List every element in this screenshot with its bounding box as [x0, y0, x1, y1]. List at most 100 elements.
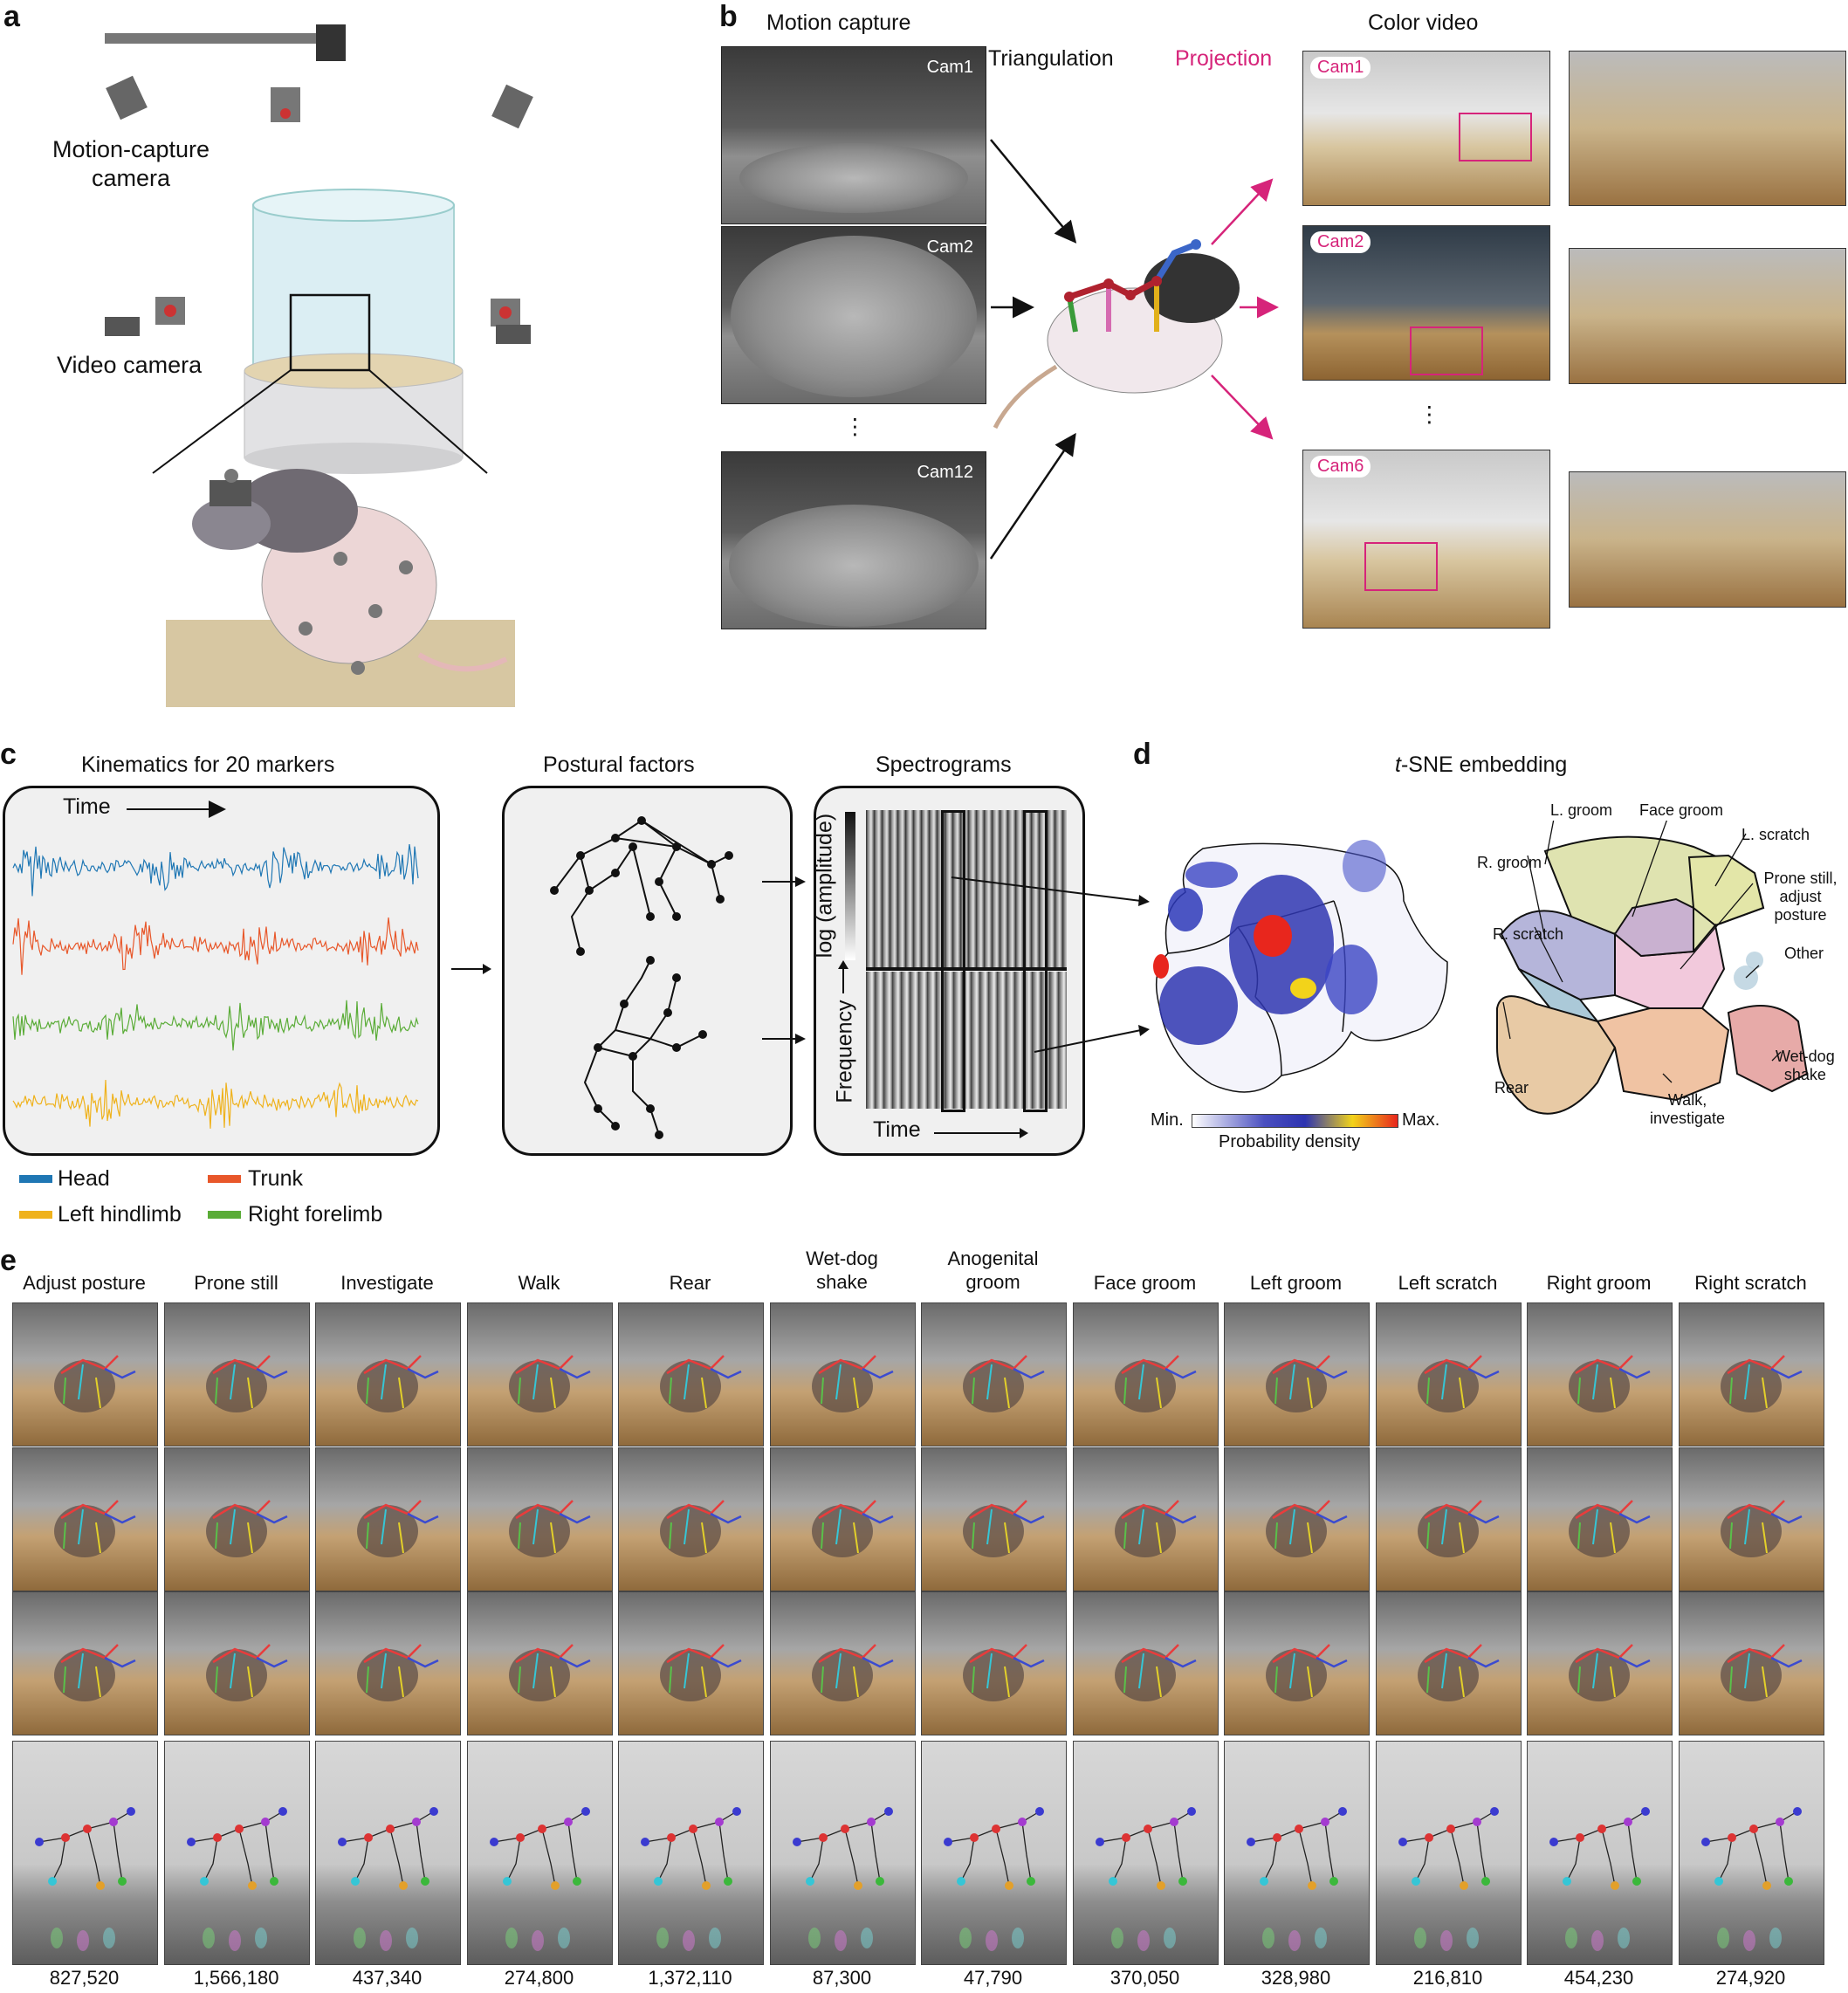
legend-swatch-trunk [208, 1175, 241, 1183]
behavior-count: 1,372,110 [648, 1967, 732, 1989]
behavior-title: Wet-dog shake [806, 1247, 878, 1293]
region-l-groom: L. groom [1550, 801, 1613, 819]
region-other: Other [1784, 945, 1824, 962]
behavior-frame-1 [12, 1302, 158, 1447]
behavior-frame-1 [1224, 1302, 1370, 1447]
behavior-frame-1 [770, 1302, 916, 1447]
behavior-title: Right groom [1546, 1272, 1652, 1294]
triangulation-label: Triangulation [988, 46, 1114, 71]
colorbar-min: Min. [1151, 1110, 1184, 1130]
density-colorbar [1192, 1114, 1398, 1128]
behavior-frame-3 [315, 1591, 461, 1735]
behavior-count: 216,810 [1412, 1967, 1483, 1989]
spectro-ylabel-bottom: Frequency [832, 1000, 857, 1103]
behavior-skeleton-render [921, 1741, 1067, 1965]
spectro-y-arrow [838, 960, 848, 993]
behavior-title: Rear [669, 1272, 711, 1294]
postural-factors-title: Postural factors [543, 753, 695, 777]
colorbar-max: Max. [1402, 1110, 1440, 1130]
colorbar-label: Probability density [1219, 1132, 1361, 1151]
spectrogram-window-2 [1023, 810, 1048, 1112]
projection-label: Projection [1175, 46, 1273, 71]
behavior-skeleton-render [1073, 1741, 1219, 1965]
behavior-skeleton-render [315, 1741, 461, 1965]
mocap-rig-illustration [105, 24, 533, 707]
panel-b-label: b [719, 0, 738, 33]
behavior-frame-2 [1527, 1447, 1673, 1591]
region-walk-investigate: Walk, investigate [1650, 1091, 1726, 1127]
behavior-frame-2 [618, 1447, 764, 1591]
postural-factors-box [502, 786, 793, 1156]
behavior-frame-3 [12, 1591, 158, 1735]
behavior-skeleton-render [164, 1741, 310, 1965]
tsne-title: t-SNE embedding [1395, 753, 1568, 777]
behavior-title: Adjust posture [23, 1272, 146, 1294]
zoom-frame-cam1 [1569, 51, 1846, 206]
region-face-groom: Face groom [1639, 801, 1724, 819]
spectrogram-top [866, 810, 1067, 970]
behavior-count: 437,340 [352, 1967, 422, 1989]
behavior-frame-1 [1376, 1302, 1522, 1447]
legend-left-hindlimb: Left hindlimb [58, 1202, 182, 1227]
behavior-frame-3 [1073, 1591, 1219, 1735]
spectrograms-title: Spectrograms [876, 753, 1012, 777]
behavior-skeleton-render [1527, 1741, 1673, 1965]
behavior-frame-3 [618, 1591, 764, 1735]
behavior-frame-3 [1679, 1591, 1824, 1735]
behavior-frame-1 [467, 1302, 613, 1447]
color-frame-cam6: Cam6 [1302, 450, 1550, 629]
region-r-groom: R. groom [1477, 854, 1542, 871]
kinematic-trace-1 [12, 917, 419, 975]
region-wet-dog-shake: Wet-dog shake [1776, 1048, 1835, 1083]
panel-d-label: d [1133, 738, 1151, 771]
kinematics-traces [12, 801, 419, 1129]
behavior-frame-3 [1224, 1591, 1370, 1735]
motion-capture-camera-label: Motion-capture camera [52, 136, 210, 191]
region-rear: Rear [1494, 1079, 1529, 1096]
mocap-frame-cam1: Cam1 [721, 46, 986, 224]
behavior-count: 328,980 [1261, 1967, 1331, 1989]
legend-swatch-right-forelimb [208, 1211, 241, 1219]
behavior-frame-2 [315, 1447, 461, 1591]
color-ellipsis: ⋮ [1419, 402, 1440, 427]
kinematics-box [3, 786, 440, 1156]
zoom-frame-cam2 [1569, 248, 1846, 384]
behavior-frame-3 [1527, 1591, 1673, 1735]
behavior-skeleton-render [1224, 1741, 1370, 1965]
postural-factor-skeletons [550, 816, 733, 1139]
behavior-frame-1 [1679, 1302, 1824, 1447]
behavior-frame-3 [1376, 1591, 1522, 1735]
color-frame-cam1: Cam1 [1302, 51, 1550, 206]
behavior-skeleton-render [618, 1741, 764, 1965]
behavior-skeleton-render [467, 1741, 613, 1965]
color-video-title: Color video [1368, 10, 1479, 35]
spectro-to-tsne-arrows [951, 876, 1150, 1053]
behavior-frame-3 [467, 1591, 613, 1735]
behavior-title: Right scratch [1694, 1272, 1807, 1294]
triangulation-projection-diagram [989, 139, 1279, 560]
spectrogram-colorbar [845, 812, 855, 960]
mocap-frame-cam2: Cam2 [721, 226, 986, 404]
behavior-frame-1 [315, 1302, 461, 1447]
tsne-density-map [1153, 840, 1448, 1093]
spectro-ylabel-top: log (amplitude) [812, 813, 837, 959]
spectro-x-arrow [934, 1128, 1028, 1138]
behavior-title: Anogenital groom [947, 1247, 1039, 1293]
behavior-frame-1 [921, 1302, 1067, 1447]
kinematics-title: Kinematics for 20 markers [81, 753, 335, 777]
behavior-frame-2 [921, 1447, 1067, 1591]
legend-head: Head [58, 1166, 110, 1191]
legend-swatch-head [19, 1175, 52, 1183]
spectrogram-bottom [866, 972, 1067, 1109]
region-r-scratch: R. scratch [1493, 925, 1564, 943]
behavior-frame-1 [618, 1302, 764, 1447]
time-axis-label: Time [63, 794, 111, 819]
mocap-frame-cam12: Cam12 [721, 451, 986, 629]
legend-trunk: Trunk [248, 1166, 303, 1191]
region-l-scratch: L. scratch [1742, 826, 1810, 843]
behavior-count: 1,566,180 [193, 1967, 279, 1989]
behavior-count: 87,300 [812, 1967, 872, 1989]
behavior-skeleton-render [770, 1741, 916, 1965]
behavior-count: 827,520 [49, 1967, 120, 1989]
kinematic-trace-0 [12, 844, 419, 897]
